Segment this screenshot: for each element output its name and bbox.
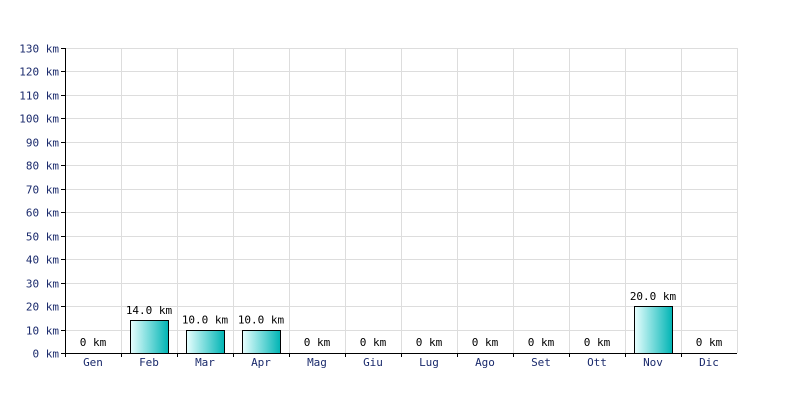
x-tick-label: Nov — [643, 356, 663, 369]
bar-value-label: 0 km — [360, 336, 387, 349]
x-tick-label: Dic — [699, 356, 719, 369]
x-tick-label: Feb — [139, 356, 159, 369]
y-tick-label: 110 km — [19, 90, 59, 103]
x-tick-label: Mar — [195, 356, 215, 369]
x-tick-label: Lug — [419, 356, 439, 369]
y-tick-label: 100 km — [19, 113, 59, 126]
bar-value-label: 10.0 km — [182, 314, 229, 327]
grid-layer — [65, 48, 738, 353]
bar-feb — [130, 320, 169, 354]
bar-value-label: 0 km — [584, 336, 611, 349]
x-tick-label: Giu — [363, 356, 383, 369]
bar-value-label: 20.0 km — [630, 290, 677, 303]
bar-value-label: 0 km — [80, 336, 107, 349]
bar-value-label: 14.0 km — [126, 304, 173, 317]
bar-apr — [242, 330, 281, 354]
x-tick-label: Ago — [475, 356, 495, 369]
bar-mar — [186, 330, 225, 354]
y-tick-label: 90 km — [26, 137, 59, 150]
bar-value-label: 0 km — [696, 336, 723, 349]
y-tick-label: 120 km — [19, 66, 59, 79]
label-layer: 0 km 10 km 20 km 30 km 40 km 50 km 60 km 70 km 8… — [19, 43, 722, 370]
bar-value-label: 10.0 km — [238, 314, 285, 327]
bar-value-label: 0 km — [304, 336, 331, 349]
y-tick-label: 40 km — [26, 254, 59, 267]
x-tick-label: Mag — [307, 356, 327, 369]
axis-layer — [61, 48, 737, 357]
y-tick-label: 80 km — [26, 160, 59, 173]
x-tick-label: Apr — [251, 356, 271, 369]
bar-value-label: 0 km — [528, 336, 555, 349]
y-tick-label: 10 km — [26, 325, 59, 338]
bar-value-label: 0 km — [416, 336, 443, 349]
y-tick-label: 0 km — [33, 348, 60, 361]
bar-nov — [634, 306, 673, 354]
bar-layer — [130, 306, 673, 354]
y-tick-label: 70 km — [26, 184, 59, 197]
x-tick-label: Gen — [83, 356, 103, 369]
y-tick-label: 60 km — [26, 207, 59, 220]
y-tick-label: 50 km — [26, 231, 59, 244]
bar-value-label: 0 km — [472, 336, 499, 349]
y-tick-label: 20 km — [26, 301, 59, 314]
x-tick-label: Set — [531, 356, 551, 369]
y-tick-label: 30 km — [26, 278, 59, 291]
y-tick-label: 130 km — [19, 43, 59, 56]
x-tick-label: Ott — [587, 356, 607, 369]
